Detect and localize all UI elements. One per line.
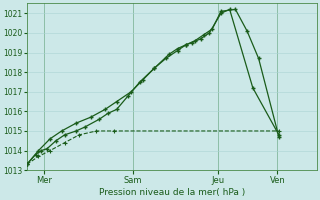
X-axis label: Pression niveau de la mer( hPa ): Pression niveau de la mer( hPa ): [99, 188, 245, 197]
